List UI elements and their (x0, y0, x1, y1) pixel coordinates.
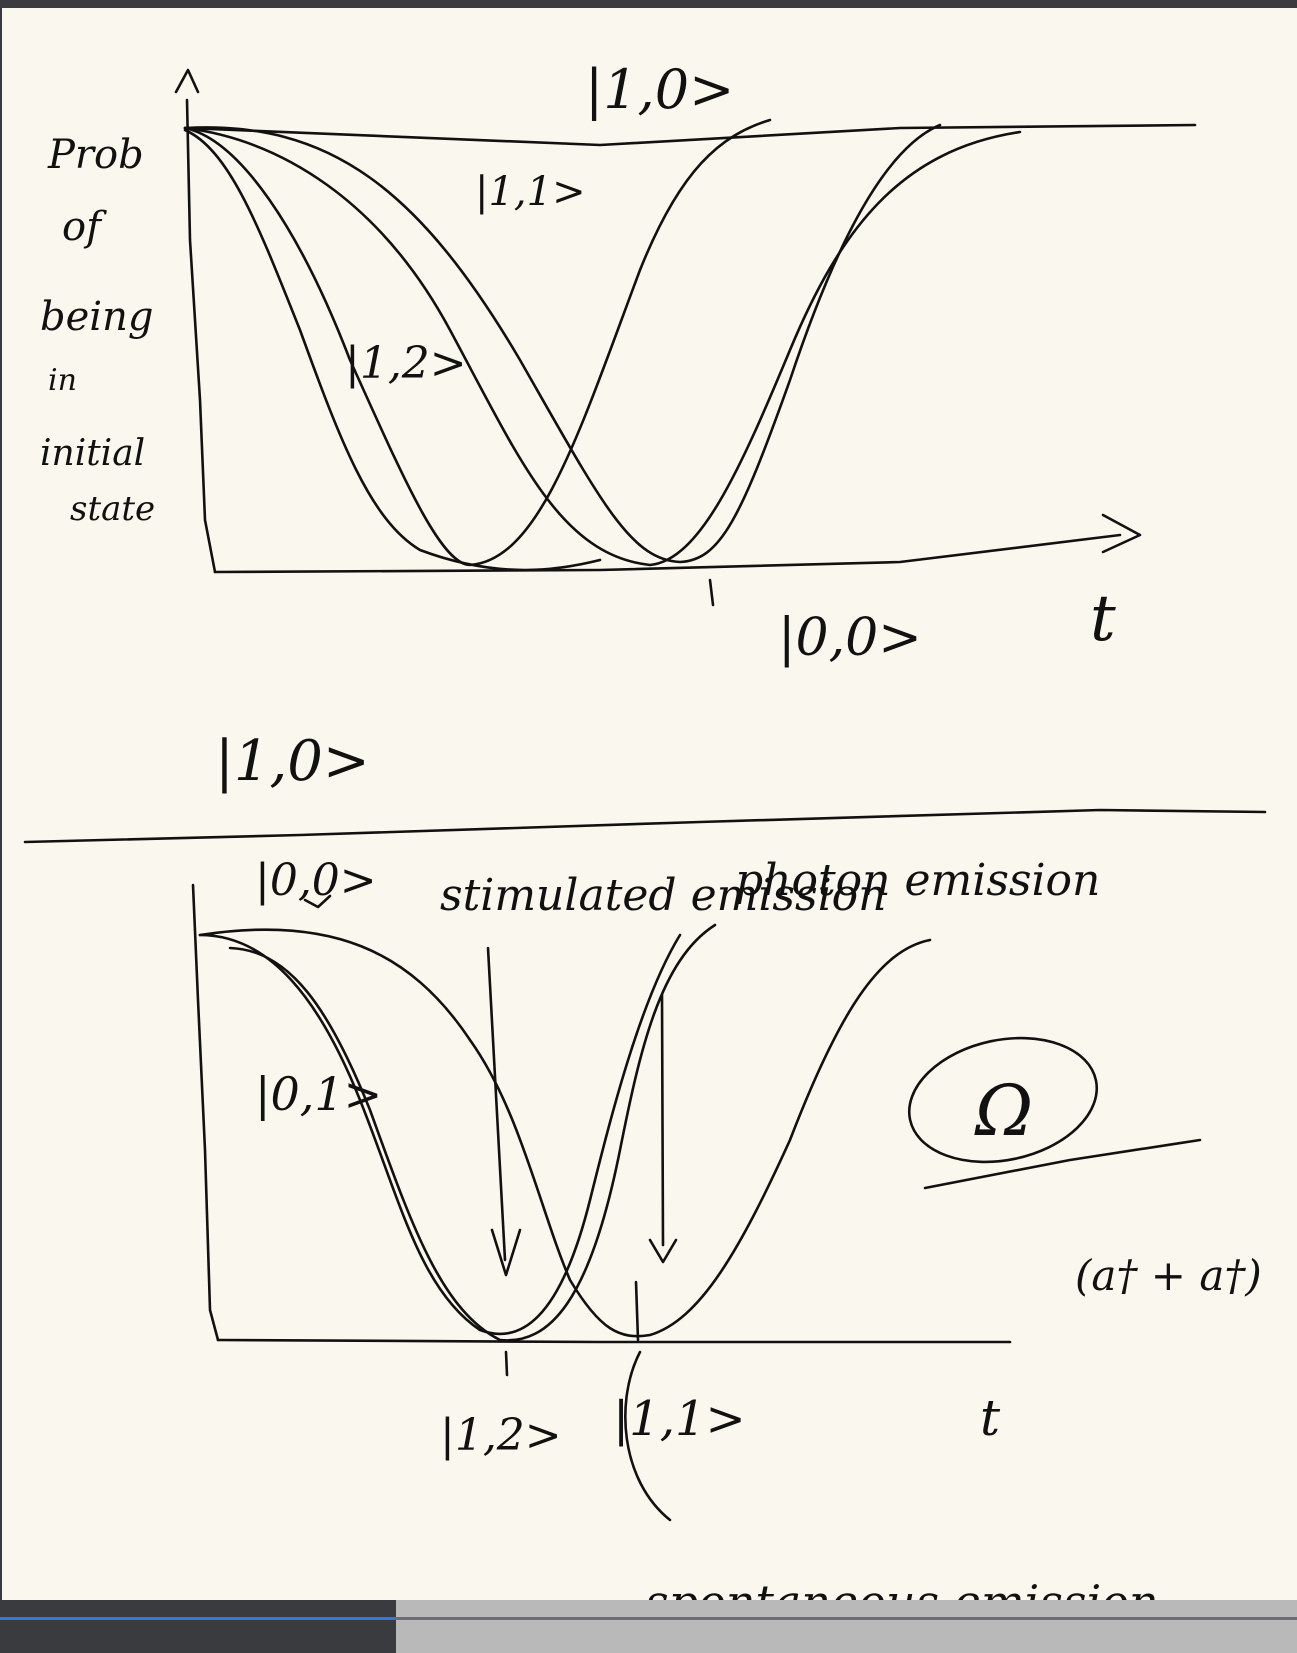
omega-circle (907, 1036, 1099, 1164)
bottom-tick-2 (634, 1280, 640, 1342)
label-state-1-0-top: |1,0> (585, 58, 734, 121)
label-state-0-0: |0,0> (778, 608, 922, 668)
stimulated-arrow (486, 946, 507, 1262)
label-state-1-0-middle: |1,0> (215, 729, 370, 794)
top-state-10-line (183, 123, 1197, 147)
top-plot (174, 68, 1197, 607)
label-photon-emission: photon emission (735, 855, 1100, 906)
scrubber-remaining (396, 1600, 1297, 1653)
top-edge (0, 0, 1297, 8)
top-x-label: t (1090, 582, 1116, 656)
curve-early (183, 128, 602, 572)
label-state-11: |1,1> (613, 1391, 746, 1447)
y-label-line-4: in (48, 363, 77, 398)
bottom-y-axis (191, 883, 220, 1342)
bottom-curve-c (198, 933, 682, 1336)
photon-arrowhead (648, 1238, 678, 1264)
bottom-curve-a (198, 928, 932, 1338)
label-state-1-2: |1,2> (345, 338, 467, 389)
underline-0-0 (303, 894, 332, 909)
label-state-00: |0,0> (255, 855, 377, 906)
label-state-12: |1,2> (440, 1410, 562, 1461)
omega-symbol: Ω (974, 1070, 1033, 1152)
operator-label: (a† + a†) (1075, 1251, 1262, 1300)
stimulated-arrowhead (490, 1228, 522, 1277)
bracket-curve (624, 1350, 672, 1522)
bottom-plot (191, 883, 1202, 1522)
label-state-1-1: |1,1> (475, 169, 586, 215)
top-tick (708, 578, 715, 607)
label-stimulated-emission-text: stimulated emission (440, 870, 886, 921)
y-label-line-2: of (62, 204, 107, 250)
omega-underline (923, 1138, 1202, 1190)
progress-track[interactable] (0, 1617, 1297, 1620)
progress-fill (0, 1617, 396, 1620)
bottom-tick-1 (504, 1350, 509, 1377)
divider-line (23, 808, 1267, 844)
y-label-line-1: Prob (47, 132, 144, 178)
top-y-axis (185, 98, 217, 574)
label-state-01: |0,1> (255, 1067, 382, 1121)
bottom-x-axis (216, 1338, 1012, 1344)
bottom-x-label: t (980, 1389, 1001, 1447)
photon-arrow (660, 993, 665, 1247)
top-x-axis (213, 533, 1122, 574)
y-label-line-6: state (70, 489, 155, 529)
y-label-line-3: being (40, 294, 153, 340)
bottom-curve-b (228, 923, 717, 1342)
top-y-axis-arrow (174, 68, 200, 94)
label-stimulated-emission: stimulated emission (440, 870, 886, 921)
y-label-line-5: initial (40, 433, 145, 474)
top-x-axis-arrow (1101, 513, 1142, 554)
curve-fast (183, 126, 1022, 567)
